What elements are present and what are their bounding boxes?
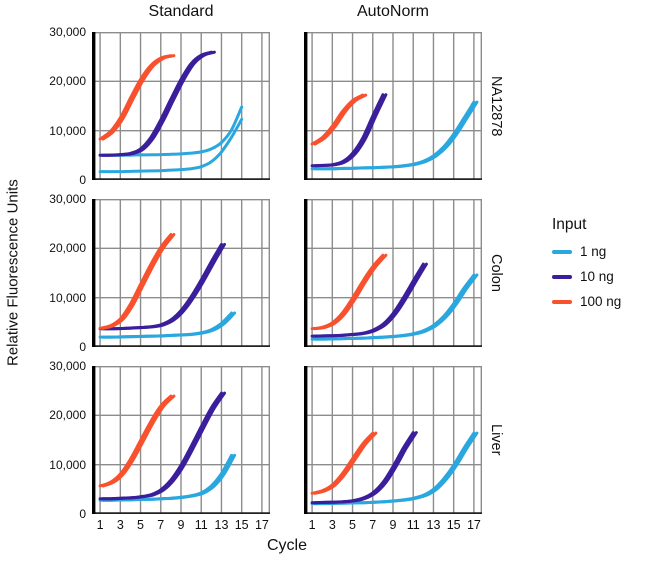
x-tick-label: 1 [308, 518, 316, 532]
legend-swatch [552, 299, 572, 304]
x-tick-label: 7 [369, 518, 377, 532]
x-axis-label: Cycle [266, 537, 307, 554]
y-axis-label: Relative Fluorescence Units [4, 179, 22, 367]
y-tick-label: 0 [79, 507, 86, 521]
x-tick-label: 17 [466, 518, 481, 532]
x-tick-label: 11 [406, 518, 420, 532]
row-label-colon: Colon [488, 254, 504, 292]
y-tick-label: 30,000 [49, 25, 86, 39]
x-tick-label: 9 [389, 518, 397, 532]
x-tick-label: 15 [234, 518, 249, 532]
legend-item: 100 ng [552, 294, 648, 309]
x-tick-label: 3 [328, 518, 336, 532]
x-tick-label: 13 [214, 518, 229, 532]
legend-swatch [552, 249, 572, 254]
legend-item: 1 ng [552, 244, 648, 259]
x-tick-label: 5 [137, 518, 144, 532]
y-tick-label: 20,000 [49, 408, 86, 423]
panel-standard-na12878 [92, 31, 271, 181]
y-tick-label: 10,000 [49, 123, 86, 138]
legend-item: 10 ng [552, 269, 648, 284]
x-tick-label: 5 [349, 518, 356, 532]
y-tick-label: 20,000 [49, 74, 86, 89]
legend-items: 1 ng 10 ng 100 ng [552, 244, 648, 309]
y-tick-label: 0 [79, 340, 86, 354]
panel-standard-liver [92, 365, 271, 515]
legend-item-label: 1 ng [580, 244, 607, 259]
x-tick-label: 3 [116, 518, 124, 532]
row-label-na12878: NA12878 [488, 75, 504, 137]
panel-autonorm-colon [304, 198, 483, 348]
x-tick-label: 7 [157, 518, 165, 532]
legend-item-label: 10 ng [580, 269, 614, 284]
y-tick-label: 20,000 [49, 241, 86, 256]
y-tick-label: 30,000 [49, 192, 86, 206]
x-tick-label: 17 [254, 518, 269, 532]
legend-item-label: 100 ng [580, 294, 622, 309]
row-label-liver: Liver [488, 424, 504, 456]
legend-title: Input [552, 216, 587, 233]
panel-standard-colon [92, 198, 271, 348]
legend-swatch [552, 274, 572, 279]
y-tick-label: 10,000 [49, 457, 86, 472]
panel-autonorm-na12878 [304, 31, 483, 181]
column-title-autonorm: AutoNorm [356, 3, 430, 20]
y-tick-label: 10,000 [49, 290, 86, 305]
x-tick-label: 9 [177, 518, 185, 532]
x-tick-label: 13 [426, 518, 441, 532]
column-title-standard: Standard [148, 3, 214, 20]
panel-autonorm-liver [304, 365, 483, 515]
x-tick-label: 11 [194, 518, 208, 532]
x-tick-label: 1 [96, 518, 104, 532]
y-tick-label: 0 [79, 173, 86, 187]
y-tick-label: 30,000 [49, 359, 86, 373]
x-tick-label: 15 [446, 518, 461, 532]
legend: Input 1 ng 10 ng 100 ng [552, 216, 648, 319]
